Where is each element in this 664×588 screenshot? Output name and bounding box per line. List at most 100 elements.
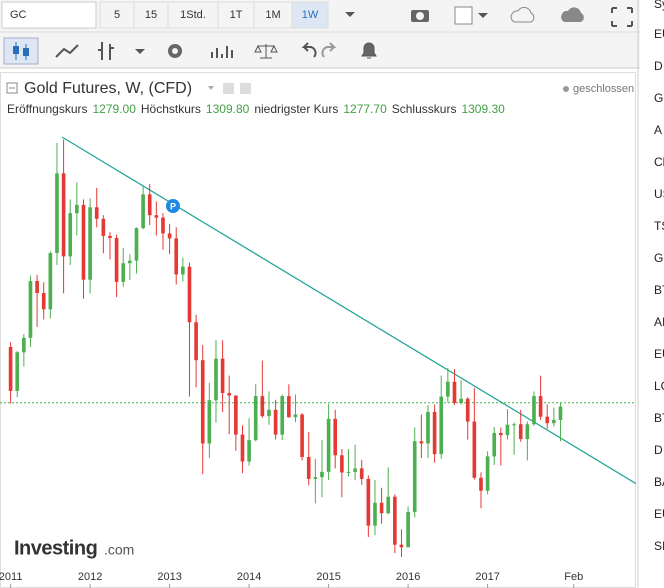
fullscreen-icon[interactable] <box>611 7 633 27</box>
candle-body <box>366 478 371 526</box>
candle-body <box>426 411 430 444</box>
legend-value: 1309.30 <box>461 102 505 116</box>
side-item[interactable]: AI <box>654 315 664 329</box>
candle-body <box>273 409 278 435</box>
side-item[interactable]: BT <box>654 283 664 297</box>
interval-button[interactable] <box>133 1 169 29</box>
x-tick-label: 2014 <box>237 571 261 583</box>
candle-body <box>313 477 318 479</box>
candle-body <box>379 502 384 514</box>
candle-body <box>538 396 543 417</box>
bars-icon[interactable] <box>98 42 114 60</box>
candle-body <box>220 358 225 394</box>
eye-icon[interactable] <box>223 83 234 94</box>
ohlc-legend: Eröffnungskurs 1279.00 Höchstkurs 1309.80 ni… <box>7 102 505 116</box>
cloud-upload[interactable] <box>561 7 584 22</box>
candle-body <box>121 263 126 282</box>
undo-icon[interactable] <box>301 42 317 58</box>
candle-body <box>187 266 192 323</box>
settings-small[interactable] <box>240 83 251 94</box>
side-list: Sy EU D G A Cl US TS G BT AI EU LC BT D BA EU SI <box>654 0 664 553</box>
redo-icon[interactable] <box>321 42 337 58</box>
interval-label: 15 <box>145 9 157 21</box>
legend-name: Schlusskurs <box>392 102 457 116</box>
side-item[interactable]: Sy <box>654 0 664 11</box>
candle-body <box>114 237 119 282</box>
candle-body <box>181 266 185 275</box>
legend-value: 1279.00 <box>93 102 137 116</box>
side-item[interactable]: Cl <box>654 155 664 169</box>
side-item[interactable]: EU <box>654 507 664 521</box>
candle-body <box>167 233 172 239</box>
cloud-download[interactable] <box>510 6 535 23</box>
title-dropdown[interactable] <box>208 86 214 90</box>
side-item[interactable]: SI <box>654 539 664 553</box>
dropdown-icon[interactable] <box>345 12 355 17</box>
candle-body <box>552 419 556 424</box>
candle-body <box>68 213 73 257</box>
candle-body <box>101 218 106 236</box>
candle-body <box>128 260 132 264</box>
candle-body <box>75 204 79 214</box>
logo-suffix: .com <box>104 542 134 558</box>
candle-body <box>287 396 291 418</box>
candle-body <box>545 416 550 424</box>
candle-body <box>452 381 457 403</box>
candle-body <box>81 204 86 280</box>
candle-body <box>55 173 59 253</box>
candle-body <box>512 424 516 426</box>
candle-body <box>48 252 53 310</box>
annotation-marker[interactable] <box>166 199 180 213</box>
x-tick-label: 2017 <box>475 571 499 583</box>
candle-body <box>499 432 503 436</box>
dropdown-icon[interactable] <box>478 13 488 18</box>
candle-body <box>200 360 205 444</box>
side-item[interactable]: BA <box>654 475 664 489</box>
indicators-icon[interactable] <box>211 46 233 58</box>
candle-body <box>459 398 463 403</box>
candle-body <box>386 496 391 514</box>
candle-body <box>293 414 298 418</box>
side-item[interactable]: A <box>654 123 662 137</box>
candle-body <box>174 238 179 275</box>
interval-button[interactable] <box>291 1 329 29</box>
candle-body <box>253 396 258 441</box>
line-icon[interactable] <box>55 44 79 58</box>
candle-body <box>373 502 377 526</box>
candle-body <box>141 194 145 229</box>
candle-body <box>22 337 26 353</box>
side-item[interactable]: G <box>654 91 663 105</box>
collapse-icon[interactable] <box>6 82 18 94</box>
color-button[interactable] <box>454 6 473 25</box>
candle-body <box>492 432 497 457</box>
side-item[interactable]: EU <box>654 347 664 361</box>
compare-icon[interactable] <box>254 44 278 59</box>
side-item[interactable]: EU <box>654 27 664 41</box>
symbol-box[interactable] <box>1 1 97 29</box>
symbol: GC <box>10 9 27 21</box>
side-item[interactable]: G <box>654 251 663 265</box>
candles-button[interactable] <box>3 37 39 65</box>
candle-body <box>340 455 344 473</box>
side-item[interactable]: D <box>654 59 663 73</box>
legend-value: 1309.80 <box>206 102 250 116</box>
side-item[interactable]: US <box>654 187 664 201</box>
candle-body <box>35 281 39 293</box>
side-item[interactable]: D <box>654 443 663 457</box>
x-tick-label: Feb <box>564 571 583 583</box>
alert-icon[interactable] <box>361 42 377 59</box>
dropdown-icon[interactable] <box>135 49 145 54</box>
candle-body <box>214 358 218 401</box>
x-tick-label: 2015 <box>316 571 340 583</box>
legend-name: niedrigster Kurs <box>254 102 338 116</box>
interval-button[interactable] <box>217 1 255 29</box>
side-item[interactable]: TS <box>654 219 664 233</box>
side-item[interactable]: LC <box>654 379 664 393</box>
side-item[interactable]: BT <box>654 411 664 425</box>
candle-body <box>439 396 444 455</box>
x-tick-label: 2011 <box>0 571 22 583</box>
interval-label: 1Std. <box>180 9 206 21</box>
interval-label: 1T <box>230 9 243 21</box>
candle-body <box>207 400 212 444</box>
interval-label: 1M <box>265 9 280 21</box>
